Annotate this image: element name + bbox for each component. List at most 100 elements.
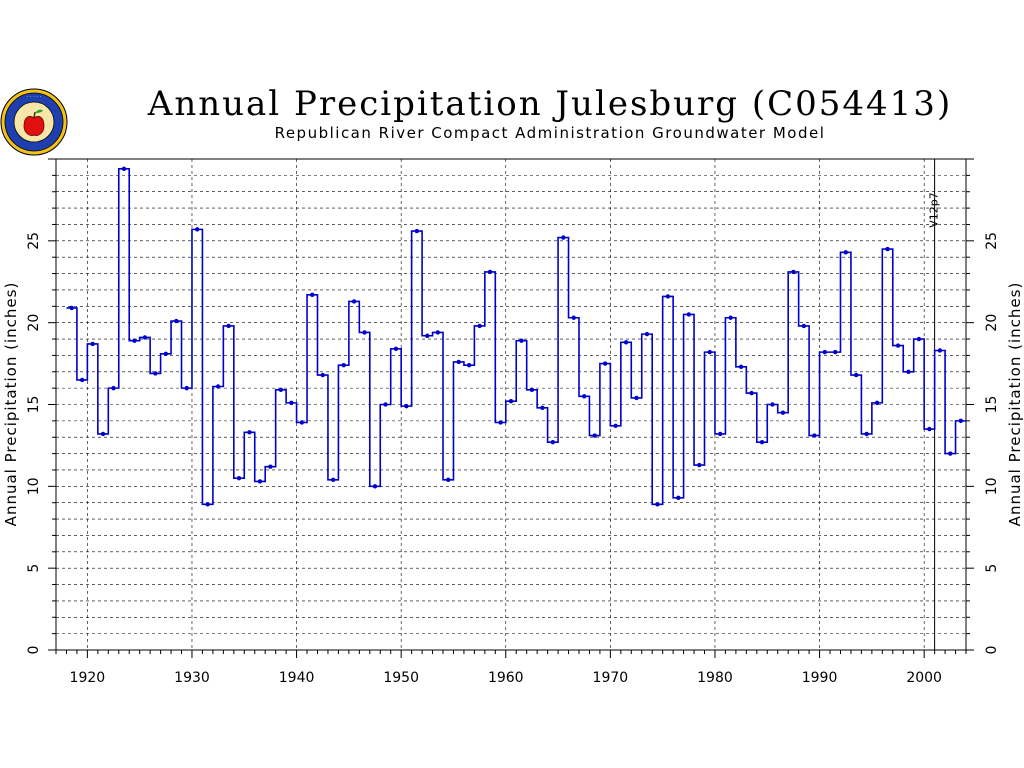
data-point bbox=[477, 323, 482, 329]
y-tick-label-left: 0 bbox=[26, 646, 42, 655]
data-point bbox=[864, 431, 869, 437]
data-point bbox=[927, 426, 932, 432]
data-point bbox=[717, 431, 723, 437]
data-point bbox=[602, 361, 608, 366]
y-tick-label-right: 10 bbox=[984, 477, 1000, 495]
data-point bbox=[69, 305, 74, 311]
y-tick-label-left: 25 bbox=[26, 232, 42, 250]
data-point bbox=[351, 299, 357, 304]
data-point bbox=[236, 475, 242, 481]
data-point bbox=[278, 387, 284, 392]
data-point bbox=[791, 269, 796, 275]
precipitation-series bbox=[66, 166, 966, 507]
data-point bbox=[665, 294, 671, 299]
data-point bbox=[822, 349, 827, 355]
data-point bbox=[937, 348, 943, 353]
data-point bbox=[247, 430, 252, 435]
data-point bbox=[195, 227, 200, 232]
y-tick-label-left: 5 bbox=[26, 564, 42, 573]
y-tick-label-right: 0 bbox=[984, 646, 1000, 655]
data-point bbox=[853, 372, 859, 378]
data-point bbox=[529, 387, 535, 392]
data-point bbox=[906, 369, 911, 374]
data-point bbox=[90, 341, 95, 347]
data-point bbox=[362, 330, 367, 335]
data-point bbox=[895, 343, 901, 348]
y-tick-label-right: 15 bbox=[984, 396, 1000, 414]
data-point bbox=[759, 439, 765, 445]
data-point bbox=[404, 403, 409, 409]
data-point bbox=[592, 433, 597, 438]
data-point bbox=[456, 359, 461, 365]
data-point bbox=[780, 410, 786, 415]
data-point bbox=[466, 363, 472, 368]
data-point bbox=[257, 479, 263, 484]
data-point bbox=[801, 323, 807, 329]
data-point bbox=[676, 495, 681, 500]
data-point bbox=[446, 477, 451, 482]
data-point bbox=[498, 420, 503, 425]
data-point bbox=[205, 502, 210, 507]
data-point bbox=[540, 405, 545, 410]
data-point bbox=[707, 349, 712, 355]
data-point bbox=[435, 330, 440, 335]
data-point bbox=[299, 420, 305, 425]
data-point bbox=[320, 372, 325, 378]
data-point bbox=[697, 462, 702, 468]
y-axis-label-right: Annual Precipitation (inches) bbox=[1006, 282, 1024, 527]
data-point bbox=[132, 338, 137, 343]
data-point bbox=[738, 364, 744, 370]
data-point bbox=[425, 333, 430, 338]
data-point bbox=[561, 235, 566, 240]
data-point bbox=[508, 399, 514, 404]
y-tick-label-right: 20 bbox=[984, 314, 1000, 332]
y-tick-label-left: 15 bbox=[26, 396, 42, 414]
data-point bbox=[812, 433, 817, 438]
data-point bbox=[174, 318, 179, 324]
data-point bbox=[916, 336, 922, 342]
data-point bbox=[571, 315, 576, 320]
data-point bbox=[310, 292, 315, 298]
data-point bbox=[948, 451, 953, 456]
svg-text:· · · · ·: · · · · · bbox=[27, 94, 42, 100]
data-point bbox=[268, 464, 273, 469]
x-tick-label: 2000 bbox=[906, 670, 942, 686]
version-label: V12p7 bbox=[928, 192, 941, 228]
data-point bbox=[833, 349, 838, 355]
seal-icon: · · · · · bbox=[0, 88, 68, 156]
data-point bbox=[393, 346, 399, 352]
x-tick-label: 1980 bbox=[697, 670, 733, 686]
data-point bbox=[414, 228, 420, 234]
data-point bbox=[79, 377, 85, 383]
data-point bbox=[874, 400, 880, 406]
data-point bbox=[519, 338, 524, 343]
data-point bbox=[958, 418, 963, 424]
data-point bbox=[550, 439, 556, 445]
data-point bbox=[770, 402, 775, 407]
data-point bbox=[686, 312, 692, 317]
x-tick-label: 1950 bbox=[383, 670, 419, 686]
data-point bbox=[383, 402, 388, 407]
data-point bbox=[341, 363, 346, 368]
data-point bbox=[153, 371, 158, 376]
agency-seal-logo: · · · · · bbox=[0, 88, 68, 156]
data-point bbox=[111, 385, 116, 391]
y-tick-label-left: 20 bbox=[26, 314, 42, 332]
chart-title: Annual Precipitation Julesburg (C054413) bbox=[147, 84, 953, 124]
x-tick-label: 1930 bbox=[174, 670, 210, 686]
data-point bbox=[184, 385, 189, 391]
y-tick-labels-left: 0 5 10 15 20 25 bbox=[26, 232, 42, 655]
data-point bbox=[728, 315, 733, 320]
x-tick-labels: 1920 1930 1940 1950 1960 1970 1980 1990 2000 bbox=[70, 670, 942, 686]
data-point bbox=[289, 400, 294, 406]
data-point bbox=[100, 431, 106, 437]
data-point bbox=[634, 395, 639, 401]
x-tick-label: 1940 bbox=[279, 670, 315, 686]
chart-subtitle: Republican River Compact Administration … bbox=[274, 124, 826, 142]
y-tick-label-right: 25 bbox=[984, 232, 1000, 250]
series-step-line bbox=[66, 168, 966, 506]
y-tick-label-right: 5 bbox=[984, 564, 1000, 573]
data-point bbox=[644, 331, 650, 337]
